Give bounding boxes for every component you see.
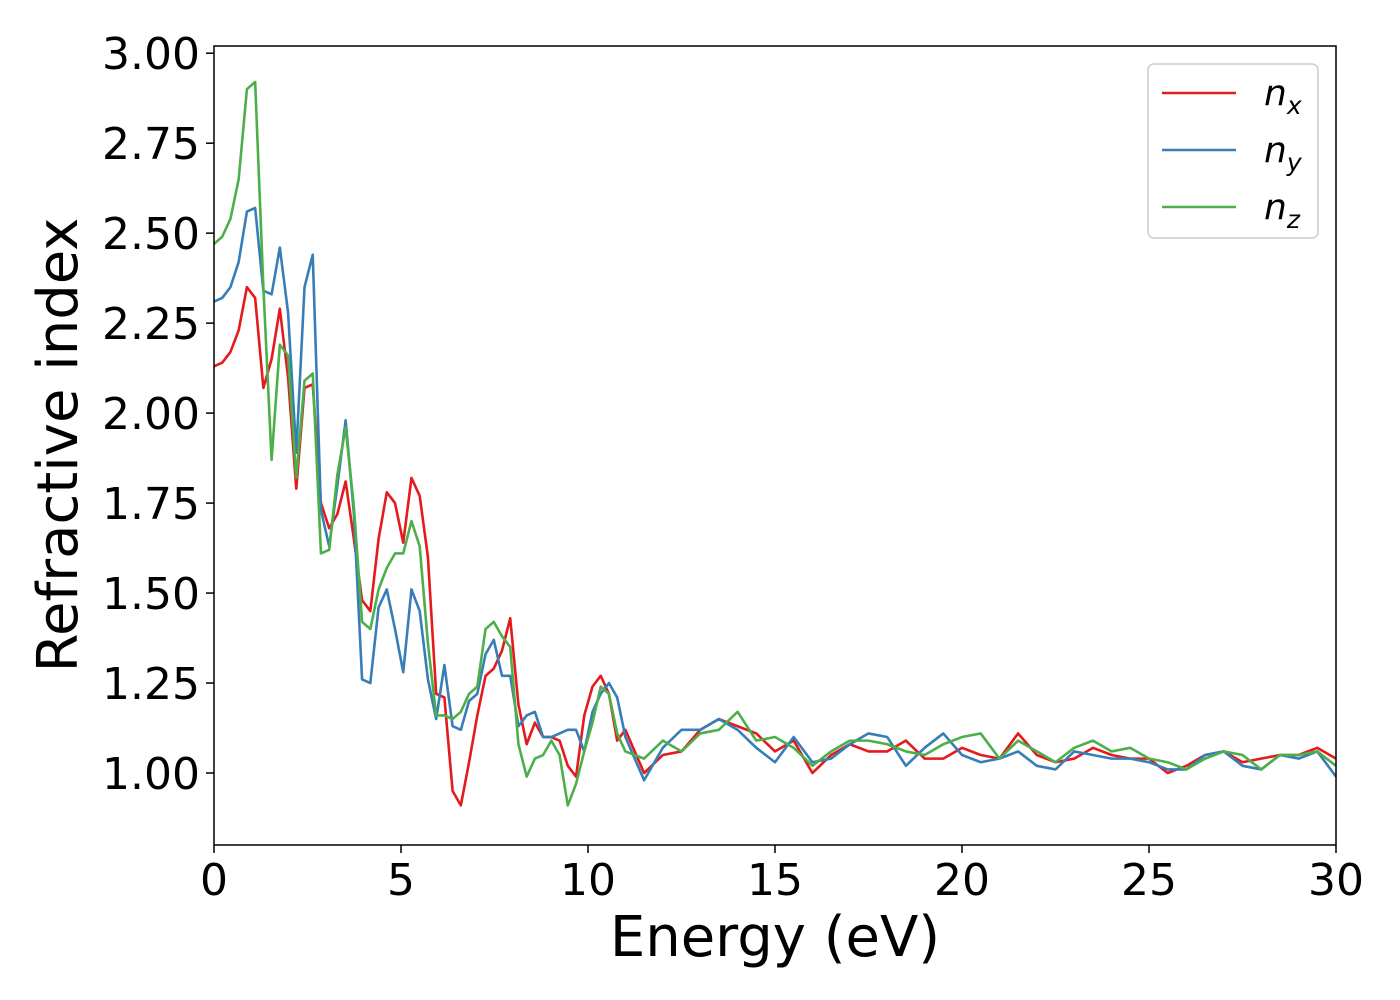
legend: nx ny nz [1147,63,1319,239]
y-tick-label: 1.25 [102,659,200,710]
y-axis-label: Refractive index [26,218,91,673]
y-tick-label: 1.75 [102,479,200,530]
x-tick-label: 20 [934,855,990,906]
y-tick-label: 2.00 [102,389,200,440]
series-line [213,285,1337,807]
x-tick-label: 10 [560,855,616,906]
x-tick-label: 5 [387,855,415,906]
y-tick-label: 1.50 [102,569,200,620]
x-tick-label: 25 [1121,855,1177,906]
y-tick-label: 3.00 [102,29,200,80]
x-axis-label: Energy (eV) [610,905,940,970]
y-tick-label: 1.00 [102,749,200,800]
x-tick-label: 30 [1308,855,1364,906]
legend-label: ny [1264,130,1303,177]
legend-label: nz [1264,187,1301,234]
series-line [213,206,1338,782]
x-tick-label: 0 [200,855,228,906]
y-tick-label: 2.25 [102,299,200,350]
y-tick-label: 2.50 [102,209,200,260]
x-tick-label: 15 [747,855,803,906]
plot-frame [213,45,1337,846]
series-line [213,80,1337,807]
legend-label: nx [1264,73,1302,120]
y-tick-label: 2.75 [102,119,200,170]
